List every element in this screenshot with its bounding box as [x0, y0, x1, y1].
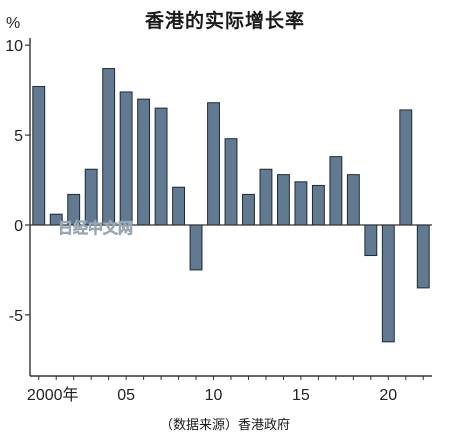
- bar-2006: [137, 98, 151, 226]
- bar-2003: [84, 168, 98, 226]
- bar-2016: [311, 184, 325, 226]
- bar-2017: [329, 156, 343, 226]
- source-note: （数据来源）香港政府: [159, 418, 290, 433]
- bars: [32, 68, 430, 343]
- x-axis-ticks: 2000年 05 10 15 20: [27, 376, 424, 404]
- bar-2020: [381, 224, 395, 343]
- y-tick-label: 5: [14, 128, 23, 145]
- x-tick-label: 20: [379, 387, 397, 404]
- bar-2008: [172, 186, 186, 226]
- bar-2010: [207, 102, 220, 226]
- y-tick-label: 10: [5, 38, 23, 55]
- y-axis-unit: %: [6, 15, 20, 32]
- bar-2014: [276, 174, 290, 226]
- x-tick-label: 10: [205, 387, 223, 404]
- y-tick-label: 0: [14, 218, 23, 235]
- bar-2021: [399, 109, 413, 226]
- bar-2000: [32, 86, 46, 226]
- watermark: 日经中文网: [58, 219, 133, 237]
- bar-2012: [242, 193, 255, 226]
- x-tick-label: 15: [292, 387, 310, 404]
- bar-2018: [346, 174, 360, 226]
- x-tick-label: 05: [117, 387, 135, 404]
- y-tick-label: -5: [9, 308, 23, 325]
- bar-2022: [416, 224, 430, 289]
- bar-2005: [119, 91, 133, 226]
- bar-2013: [259, 168, 273, 226]
- bar-2011: [224, 138, 238, 226]
- bar-2019: [364, 224, 378, 257]
- y-axis-ticks: 10 5 0 -5: [5, 38, 30, 325]
- bar-2004: [102, 68, 116, 226]
- x-tick-label: 2000年: [27, 386, 79, 404]
- bar-2007: [154, 107, 168, 226]
- bar-2009: [189, 224, 203, 271]
- bar-2015: [294, 181, 308, 226]
- chart-title: 香港的实际增长率: [144, 10, 305, 32]
